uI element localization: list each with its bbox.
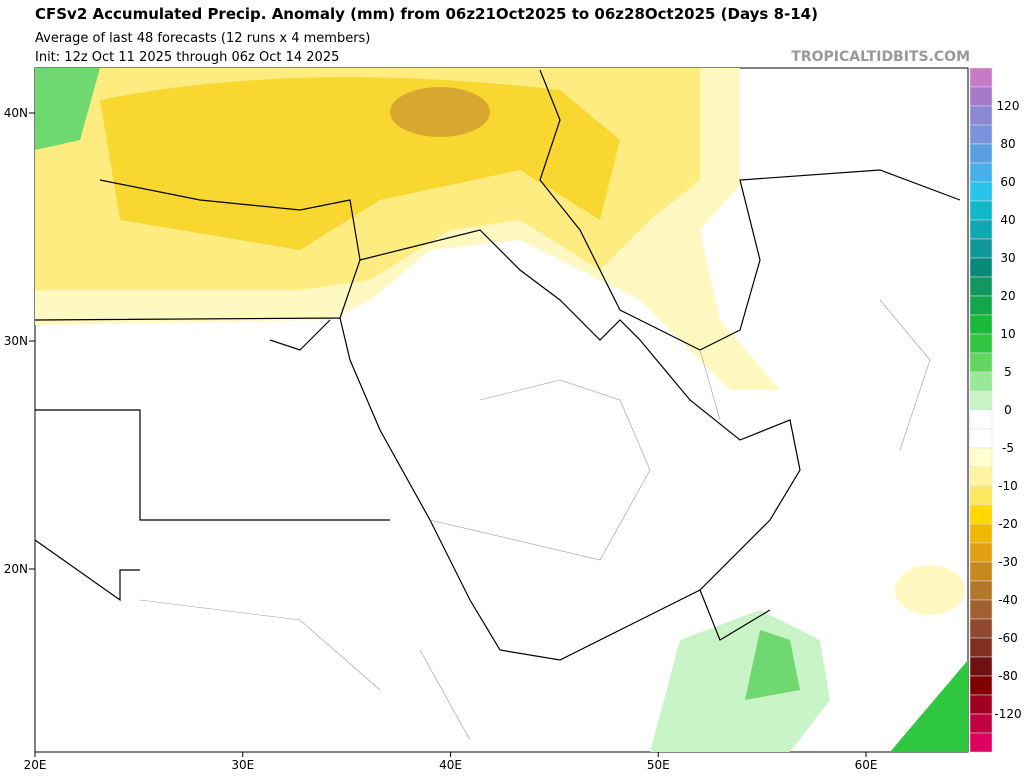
anomaly-max: [390, 87, 490, 137]
colorbar-swatch: [969, 352, 993, 373]
colorbar-swatch: [969, 485, 993, 506]
colorbar-label: 30: [1000, 251, 1015, 265]
colorbar-swatch: [969, 371, 993, 392]
subtitle: Average of last 48 forecasts (12 runs x …: [35, 31, 370, 46]
wet-se: [890, 660, 968, 752]
colorbar-label: -30: [998, 555, 1018, 569]
colorbar-swatch: [969, 694, 993, 715]
colorbar-swatch: [969, 143, 993, 164]
wet-core: [745, 630, 800, 700]
colorbar-swatch: [969, 333, 993, 354]
colorbar-label: -80: [998, 669, 1018, 683]
wet-nw: [35, 68, 100, 150]
lon-label: 60E: [855, 758, 878, 772]
colorbar-swatch: [969, 181, 993, 202]
colorbar-label: 10: [1000, 327, 1015, 341]
watermark: TROPICALTIDBITS.COM: [791, 49, 970, 65]
colorbar-swatch: [969, 257, 993, 278]
lon-label: 40E: [439, 758, 462, 772]
lat-label: 30N: [4, 334, 28, 348]
colorbar-swatch: [969, 86, 993, 107]
colorbar-swatch: [969, 523, 993, 544]
colorbar-swatch: [969, 466, 993, 487]
colorbar-label: -5: [1002, 441, 1014, 455]
map: [34, 67, 969, 753]
lat-label: 40N: [4, 106, 28, 120]
colorbar-swatch: [969, 162, 993, 183]
dry-east: [895, 565, 965, 615]
lon-labels: 20E 30E 40E 50E 60E: [24, 752, 878, 772]
colorbar-label: 20: [1000, 289, 1015, 303]
colorbar-label: 120: [997, 99, 1020, 113]
colorbar-swatch: [969, 276, 993, 297]
colorbar-label: -20: [998, 517, 1018, 531]
colorbar-swatch: [969, 732, 993, 753]
colorbar-label: 80: [1000, 137, 1015, 151]
colorbar-label: -120: [994, 707, 1021, 721]
colorbar-swatch: [969, 390, 993, 411]
colorbar-swatch: [969, 599, 993, 620]
colorbar-label: 5: [1004, 365, 1012, 379]
colorbar-label: 0: [1004, 403, 1012, 417]
colorbar-swatch: [969, 447, 993, 468]
colorbar-swatch: [969, 542, 993, 563]
colorbar-swatch: [969, 561, 993, 582]
title: CFSv2 Accumulated Precip. Anomaly (mm) f…: [35, 5, 818, 23]
colorbar-swatch: [969, 295, 993, 316]
colorbar-label: -60: [998, 631, 1018, 645]
colorbar-swatch: [969, 580, 993, 601]
colorbar-swatch: [969, 713, 993, 734]
colorbar-swatch: [969, 656, 993, 677]
admin-lines: [139, 299, 931, 741]
colorbar-swatch: [969, 314, 993, 335]
lon-label: 30E: [231, 758, 254, 772]
lat-labels: 40N 30N 20N: [4, 106, 35, 576]
colorbar-label: 60: [1000, 175, 1015, 189]
colorbar-label: -10: [998, 479, 1018, 493]
colorbar-swatch: [969, 637, 993, 658]
lat-label: 20N: [4, 562, 28, 576]
colorbar-swatch: [969, 618, 993, 639]
colorbar-swatch: [969, 428, 993, 449]
init-time: Init: 12z Oct 11 2025 through 06z Oct 14…: [35, 50, 339, 65]
colorbar-swatch: [969, 409, 993, 430]
colorbar-swatch: [969, 504, 993, 525]
colorbar-swatch: [969, 124, 993, 145]
colorbar-swatch: [969, 238, 993, 259]
lon-label: 50E: [647, 758, 670, 772]
lon-label: 20E: [24, 758, 47, 772]
colorbar-swatch: [969, 67, 993, 88]
colorbar-label: 40: [1000, 213, 1015, 227]
colorbar-swatch: [969, 675, 993, 696]
colorbar-label: -40: [998, 593, 1018, 607]
anomaly-strong: [100, 77, 620, 250]
colorbar: 120 80 60 40 30 20 10 5 0 -5 -10 -20 -30 -40 -60 -80 -12…: [969, 67, 1022, 753]
colorbar-swatch: [969, 105, 993, 126]
colorbar-swatch: [969, 200, 993, 221]
colorbar-swatch: [969, 219, 993, 240]
